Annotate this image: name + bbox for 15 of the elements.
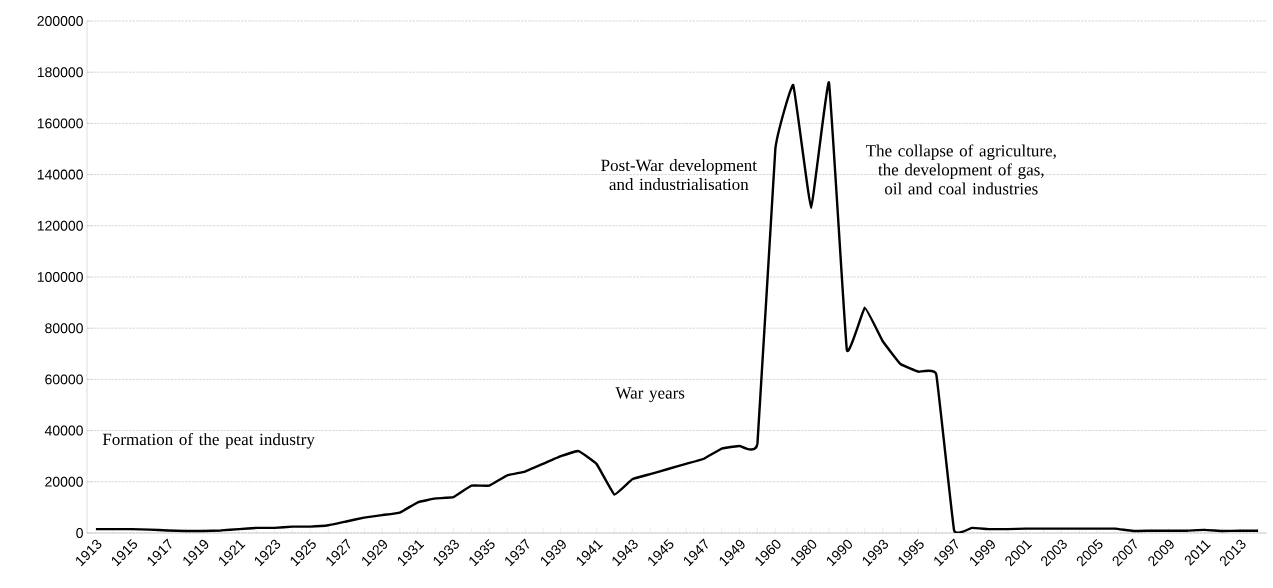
y-tick-label: 20000 — [45, 476, 83, 487]
y-tick-label: 0 — [76, 528, 83, 538]
annotation: The collapse of agriculture, the development of gas, oil and coal industries — [866, 144, 1056, 195]
annotation: Formation of the peat industry — [102, 433, 315, 449]
annotation: War years — [615, 387, 685, 403]
y-tick-label: 120000 — [37, 220, 83, 231]
annotation: Post-War development and industrialisation — [601, 159, 757, 191]
y-tick-label: 40000 — [44, 425, 83, 436]
y-tick-label: 80000 — [45, 323, 83, 334]
y-tick-label: 200000 — [37, 16, 83, 26]
y-tick-label: 160000 — [37, 118, 83, 129]
y-tick-label: 60000 — [45, 374, 83, 385]
y-tick-label: 100000 — [37, 272, 83, 282]
y-tick-label: 180000 — [37, 67, 83, 78]
y-tick-label: 140000 — [37, 169, 83, 180]
